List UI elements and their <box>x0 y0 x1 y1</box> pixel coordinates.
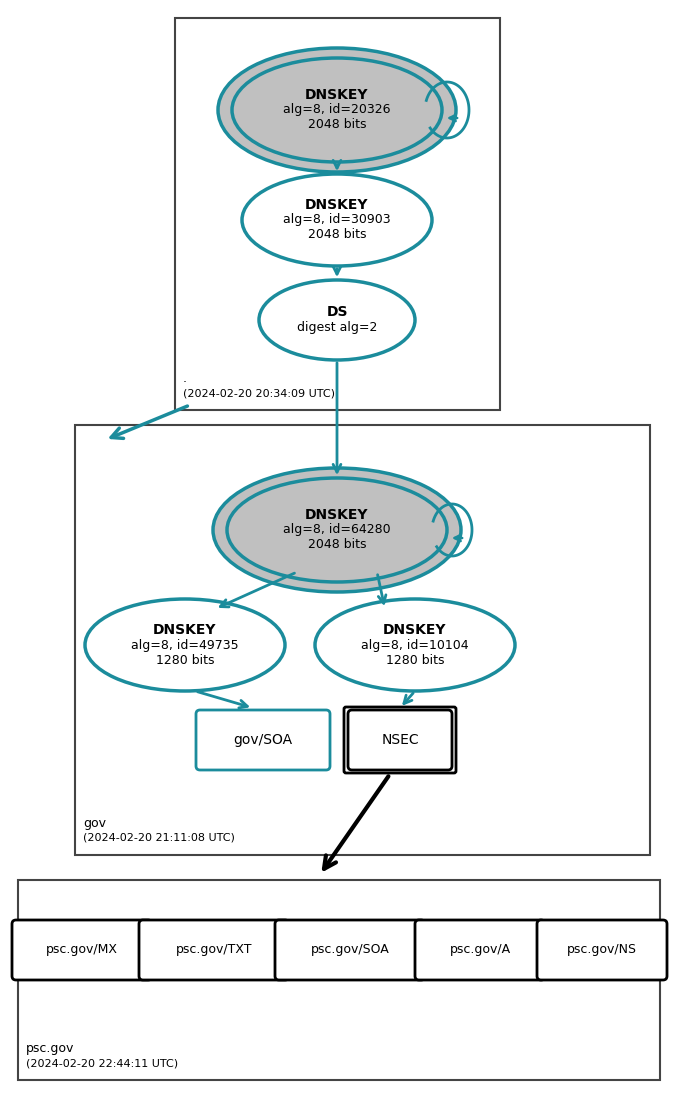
Text: alg=8, id=64280: alg=8, id=64280 <box>283 524 391 536</box>
Text: DNSKEY: DNSKEY <box>305 508 369 522</box>
Text: DS: DS <box>326 305 348 319</box>
Text: psc.gov/TXT: psc.gov/TXT <box>176 943 253 956</box>
Ellipse shape <box>213 468 461 592</box>
Text: gov: gov <box>83 817 106 830</box>
Text: alg=8, id=30903: alg=8, id=30903 <box>283 213 391 226</box>
Bar <box>175 18 500 410</box>
FancyBboxPatch shape <box>275 920 425 980</box>
Bar <box>18 880 660 1080</box>
Text: 2048 bits: 2048 bits <box>308 118 366 131</box>
Text: DNSKEY: DNSKEY <box>383 622 447 637</box>
Ellipse shape <box>242 174 432 266</box>
Text: (2024-02-20 21:11:08 UTC): (2024-02-20 21:11:08 UTC) <box>83 833 235 843</box>
Text: psc.gov: psc.gov <box>26 1041 74 1055</box>
FancyBboxPatch shape <box>139 920 289 980</box>
Text: psc.gov/NS: psc.gov/NS <box>567 943 637 956</box>
Text: 2048 bits: 2048 bits <box>308 538 366 551</box>
Text: 1280 bits: 1280 bits <box>156 653 214 666</box>
Text: 1280 bits: 1280 bits <box>386 653 444 666</box>
Ellipse shape <box>315 600 515 691</box>
Ellipse shape <box>85 600 285 691</box>
Text: (2024-02-20 20:34:09 UTC): (2024-02-20 20:34:09 UTC) <box>183 388 335 398</box>
Text: DNSKEY: DNSKEY <box>305 198 369 212</box>
Bar <box>75 424 650 856</box>
Text: psc.gov/A: psc.gov/A <box>450 943 510 956</box>
Text: psc.gov/MX: psc.gov/MX <box>46 943 118 956</box>
Text: NSEC: NSEC <box>381 733 419 747</box>
Text: DNSKEY: DNSKEY <box>305 88 369 102</box>
Ellipse shape <box>259 280 415 360</box>
FancyBboxPatch shape <box>12 920 152 980</box>
Text: .: . <box>183 372 187 385</box>
Text: digest alg=2: digest alg=2 <box>297 321 377 334</box>
Text: alg=8, id=20326: alg=8, id=20326 <box>283 104 391 116</box>
FancyBboxPatch shape <box>348 710 452 770</box>
Ellipse shape <box>218 48 456 172</box>
Text: gov/SOA: gov/SOA <box>234 733 292 747</box>
Text: alg=8, id=49735: alg=8, id=49735 <box>131 639 239 652</box>
Text: alg=8, id=10104: alg=8, id=10104 <box>362 639 468 652</box>
Text: psc.gov/SOA: psc.gov/SOA <box>311 943 389 956</box>
Text: DNSKEY: DNSKEY <box>153 622 217 637</box>
Ellipse shape <box>227 478 447 582</box>
FancyBboxPatch shape <box>537 920 667 980</box>
Text: (2024-02-20 22:44:11 UTC): (2024-02-20 22:44:11 UTC) <box>26 1058 178 1068</box>
Ellipse shape <box>232 58 442 162</box>
FancyBboxPatch shape <box>415 920 545 980</box>
Text: 2048 bits: 2048 bits <box>308 229 366 242</box>
FancyBboxPatch shape <box>196 710 330 770</box>
